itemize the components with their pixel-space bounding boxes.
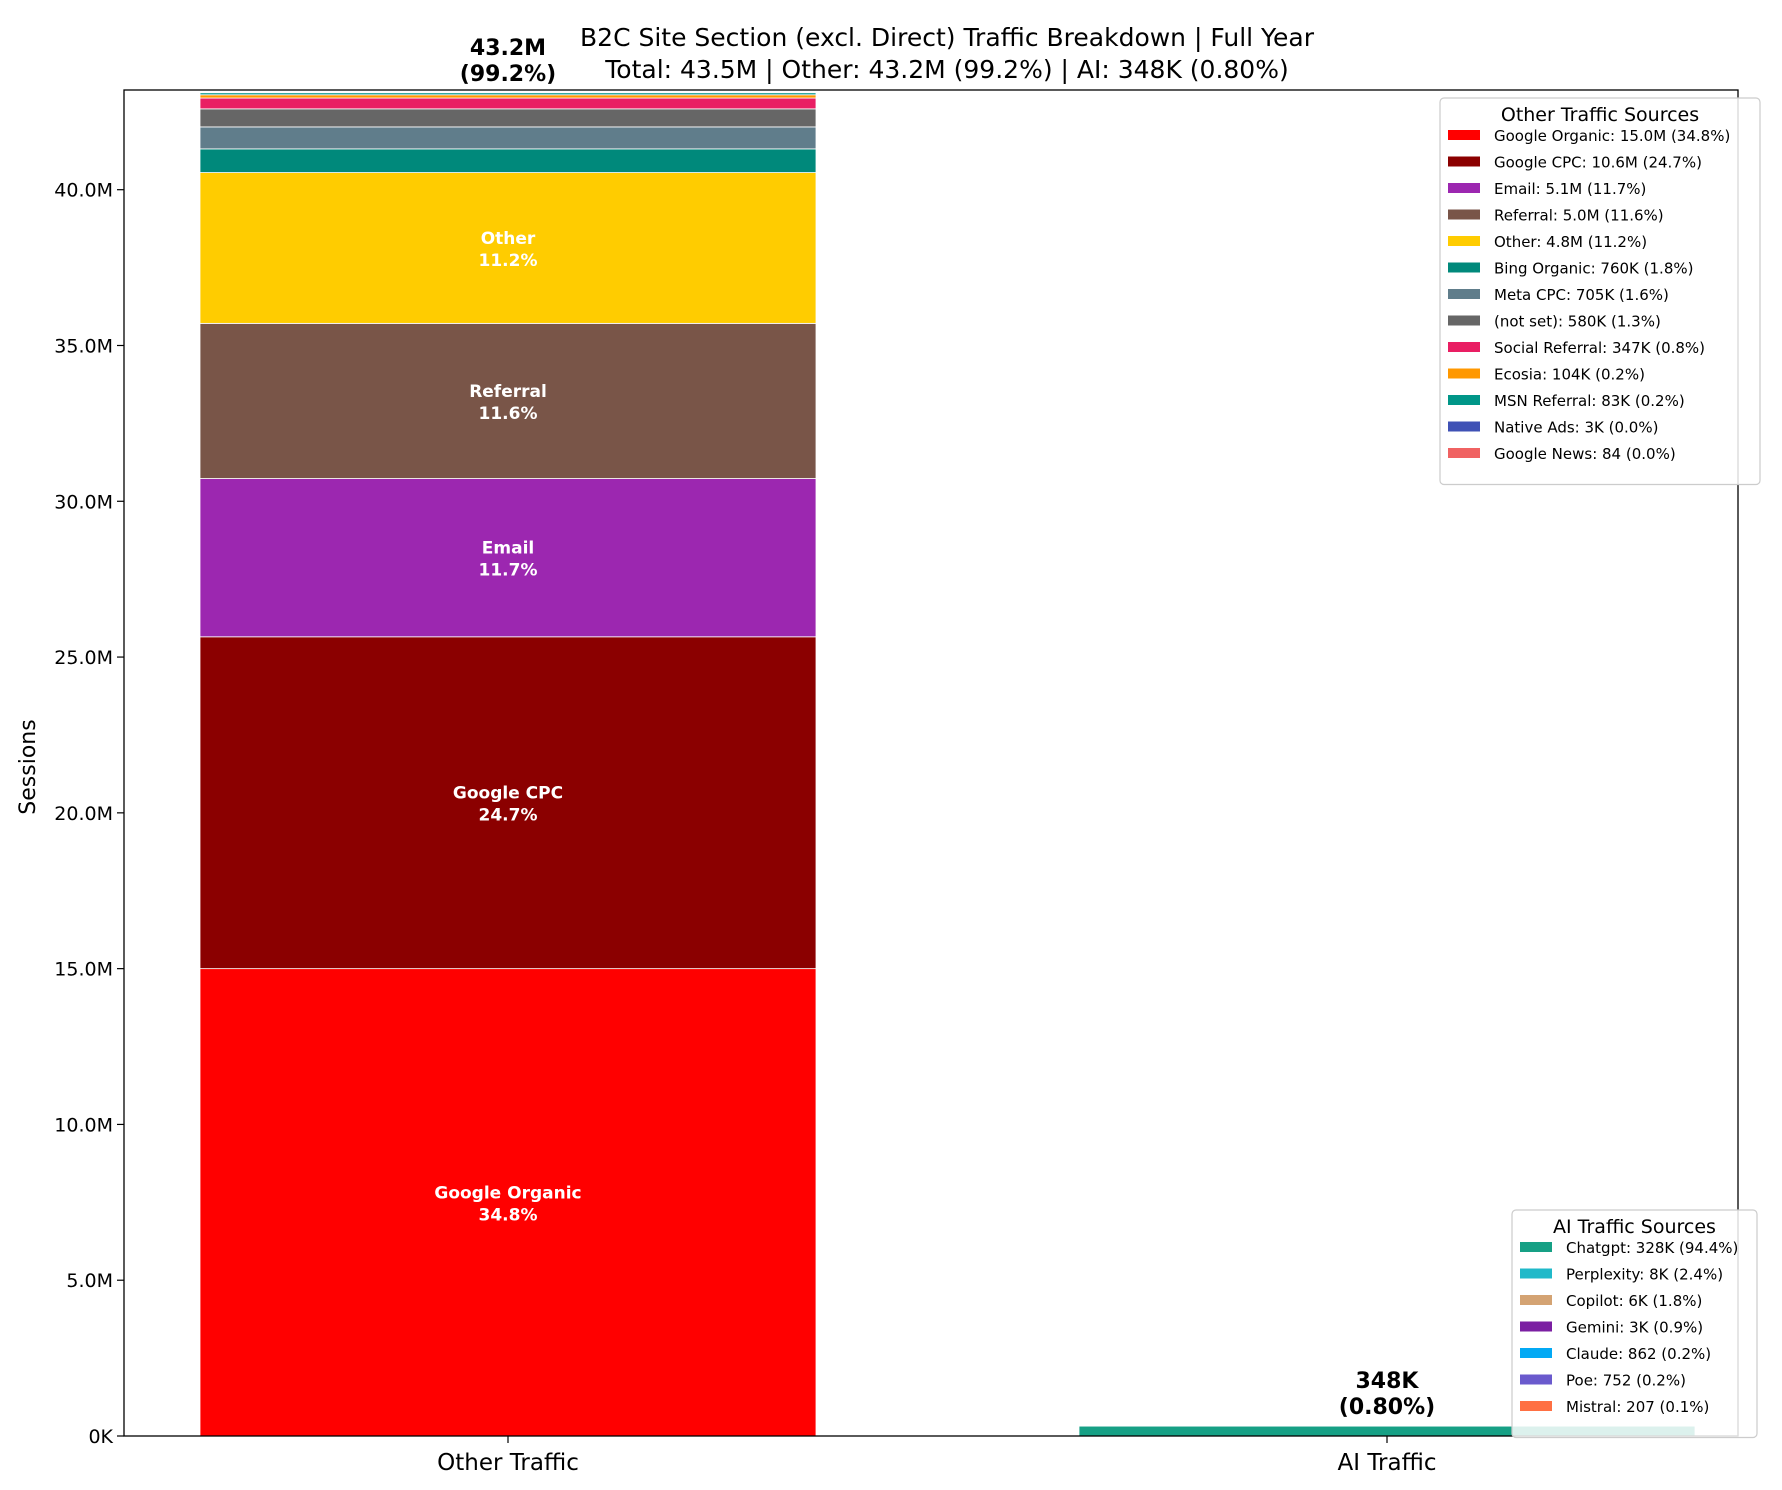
segment-label: Referral [469, 382, 547, 402]
legend-entry-label: Mistral: 207 (0.1%) [1566, 1398, 1709, 1416]
y-axis-label: Sessions [16, 719, 41, 814]
y-tick-label: 25.0M [54, 647, 113, 669]
y-tick-label: 5.0M [66, 1270, 113, 1292]
plot-frame [123, 89, 1739, 1437]
segment-pct-label: 11.7% [479, 561, 538, 581]
legend-swatch [1448, 395, 1480, 405]
bar-total-label: 348K [1356, 1369, 1420, 1394]
legend-entry-label: Copilot: 6K (1.8%) [1566, 1292, 1702, 1310]
legend-swatch [1448, 209, 1480, 220]
bar-segment [199, 148, 817, 173]
bar-segment [199, 126, 817, 150]
legend-swatch [1448, 421, 1480, 432]
legend-swatch [1448, 448, 1480, 458]
legend-title: Other Traffic Sources [1501, 104, 1699, 126]
segment-pct-label: 34.8% [479, 1205, 538, 1225]
legend-swatch [1520, 1242, 1552, 1252]
bar-segment [199, 91, 817, 94]
bar-segment [199, 636, 817, 970]
segment-pct-label: 11.6% [479, 404, 538, 424]
legend-swatch [1520, 1374, 1552, 1385]
y-tick-label: 20.0M [54, 803, 113, 825]
bar-segment [199, 94, 817, 99]
legend-swatch [1448, 262, 1480, 273]
legend-swatch [1448, 342, 1480, 352]
bar-total-pct-label: (0.80%) [1339, 1395, 1435, 1420]
legend-swatch [1520, 1268, 1552, 1279]
legend-entry-label: Google CPC: 10.6M (24.7%) [1494, 154, 1702, 172]
x-tick-label: Other Traffic [437, 1450, 579, 1476]
legend-entry-label: Google News: 84 (0.0%) [1494, 445, 1676, 463]
bar-segment [199, 97, 817, 110]
legend-swatch [1520, 1401, 1552, 1411]
legend-entry-label: Claude: 862 (0.2%) [1566, 1345, 1711, 1363]
legend-swatch [1448, 156, 1480, 167]
legend-swatch [1448, 236, 1480, 246]
legend-entry-label: MSN Referral: 83K (0.2%) [1494, 392, 1685, 410]
legend-entry-label: Chatgpt: 328K (94.4%) [1566, 1239, 1738, 1257]
legend-box [1439, 97, 1761, 486]
legend-entry-label: Meta CPC: 705K (1.6%) [1494, 286, 1669, 304]
y-tick-label: 40.0M [54, 180, 113, 202]
chart-title: B2C Site Section (excl. Direct) Traffic … [580, 23, 1315, 52]
segment-label: Google CPC [453, 784, 563, 804]
legend-swatch [1448, 315, 1480, 326]
y-tick-label: 10.0M [54, 1114, 113, 1136]
segment-label: Other [481, 229, 536, 249]
legend-swatch [1448, 368, 1480, 379]
legend-entry-label: Gemini: 3K (0.9%) [1566, 1319, 1703, 1337]
bar-segment [199, 108, 817, 128]
bar-segment [199, 968, 817, 1437]
legend-swatch [1520, 1348, 1552, 1358]
chart-subtitle: Total: 43.5M | Other: 43.2M (99.2%) | AI… [604, 55, 1288, 84]
legend-entry-label: Native Ads: 3K (0.0%) [1494, 419, 1658, 437]
y-tick-label: 15.0M [54, 959, 113, 981]
legend-box [1511, 1209, 1758, 1439]
legend-entry-label: Ecosia: 104K (0.2%) [1494, 366, 1645, 384]
y-tick-label: 35.0M [54, 335, 113, 357]
bar-total-pct-label: (99.2%) [460, 62, 556, 87]
legend-entry-label: Perplexity: 8K (2.4%) [1566, 1266, 1723, 1284]
legend-entry-label: Poe: 752 (0.2%) [1566, 1372, 1686, 1390]
x-tick-label: AI Traffic [1338, 1450, 1437, 1476]
legend-entry-label: Bing Organic: 760K (1.8%) [1494, 260, 1693, 278]
segment-pct-label: 11.2% [479, 251, 538, 271]
bar-total-label: 43.2M [470, 36, 546, 61]
legend-swatch [1448, 183, 1480, 193]
segment-label: Email [482, 539, 534, 559]
legend-entry-label: Social Referral: 347K (0.8%) [1494, 339, 1705, 357]
y-tick-label: 0K [88, 1426, 113, 1448]
legend-title: AI Traffic Sources [1553, 1216, 1716, 1238]
legend-entry-label: Google Organic: 15.0M (34.8%) [1494, 127, 1730, 145]
legend-entry-label: Referral: 5.0M (11.6%) [1494, 207, 1664, 225]
y-tick-label: 30.0M [54, 491, 113, 513]
legend-entry-label: Email: 5.1M (11.7%) [1494, 180, 1646, 198]
segment-label: Google Organic [434, 1183, 581, 1203]
legend-swatch [1448, 289, 1480, 299]
legend-entry-label: (not set): 580K (1.3%) [1494, 313, 1661, 331]
bar-segment [199, 172, 817, 324]
segment-pct-label: 24.7% [479, 806, 538, 826]
bar-segment [199, 322, 817, 479]
legend-swatch [1448, 130, 1480, 140]
legend-swatch [1520, 1295, 1552, 1305]
legend-swatch [1520, 1321, 1552, 1332]
legend-entry-label: Other: 4.8M (11.2%) [1494, 233, 1647, 251]
